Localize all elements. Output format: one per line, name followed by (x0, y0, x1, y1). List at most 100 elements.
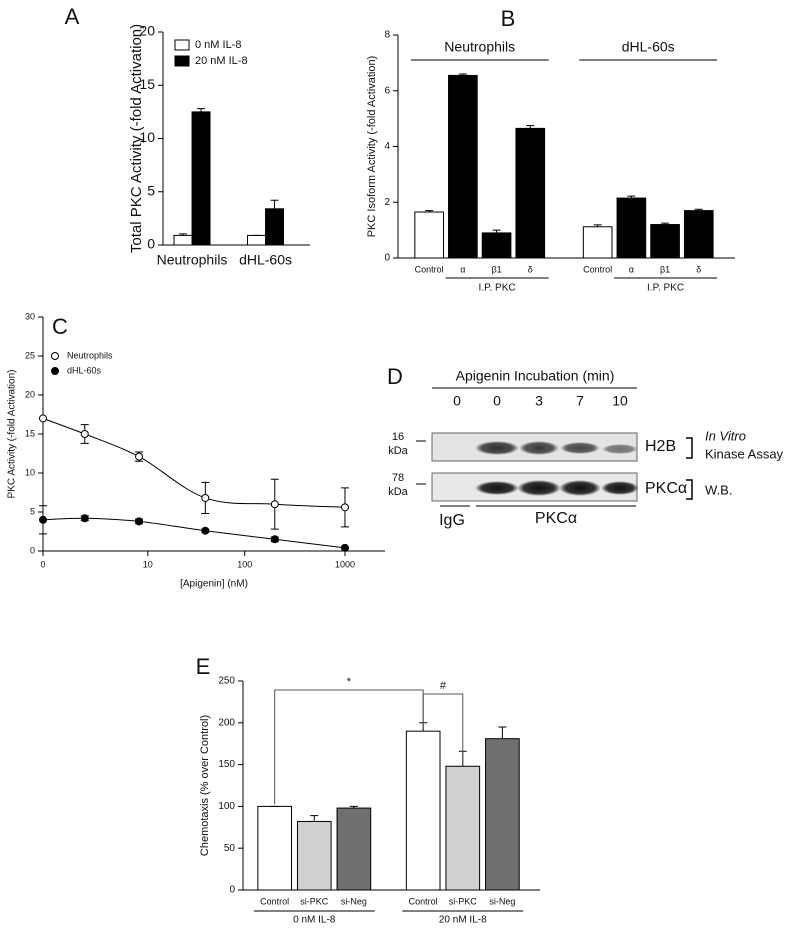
group-label: 0 nM IL-8 (293, 915, 336, 926)
bar (650, 224, 680, 259)
band-label: PKCα (645, 480, 687, 497)
error-bar (270, 199, 279, 209)
y-tick-label: 25 (25, 350, 35, 360)
x-tick-label: 100 (237, 559, 252, 569)
lane-label: 10 (612, 393, 628, 409)
bar (485, 738, 520, 891)
x-tick-label: 10 (143, 559, 153, 569)
bar (173, 234, 193, 246)
point (135, 517, 144, 526)
y-tick-label: 0 (229, 885, 235, 896)
bar (445, 765, 481, 891)
point (340, 503, 349, 512)
group-label: 20 nM IL-8 (439, 915, 487, 926)
point (270, 500, 279, 509)
x-tick-label: β1 (660, 264, 670, 274)
bar (582, 226, 613, 259)
y-tick-label: 0 (30, 545, 35, 555)
error-bar (270, 478, 279, 530)
point (80, 514, 89, 523)
bar (247, 234, 267, 246)
legend-label: 20 nM IL-8 (195, 55, 248, 67)
blot-panel: D Apigenin Incubation (min) 0 0 3 7 10 1… (387, 364, 783, 529)
x-tick-label: Control (583, 264, 612, 274)
significance-mark: # (440, 680, 447, 692)
panel-label: B (501, 6, 516, 31)
x-tick-label: dHL-60s (239, 252, 292, 268)
group-label: Neutrophils (444, 39, 515, 55)
x-tick-label: α (629, 264, 634, 274)
row-note: In Vitro (705, 428, 746, 443)
marker-size: 16 (392, 431, 404, 443)
fit-line (42, 417, 345, 508)
y-axis-label: Total PKC Activity (-fold Activation) (128, 24, 145, 253)
error-bar (458, 73, 467, 76)
legend-label: Neutrophils (67, 350, 113, 360)
error-bar (197, 108, 206, 112)
marker-unit: kDa (388, 445, 408, 457)
marker-unit: kDa (388, 486, 408, 498)
error-bar (492, 229, 501, 233)
band (519, 441, 559, 455)
y-tick-label: 200 (218, 717, 235, 728)
y-tick-label: 30 (25, 311, 35, 321)
point (39, 515, 47, 524)
band (559, 480, 601, 496)
bar (296, 820, 332, 891)
x-tick-label: α (460, 264, 465, 274)
y-tick-label: 50 (224, 843, 236, 854)
panel-label: C (52, 314, 68, 339)
group-sublabel: I.P. PKC (647, 283, 684, 294)
x-axis-label: [Apigenin] (nM) (180, 579, 248, 590)
bar (515, 127, 546, 259)
x-tick-label: Neutrophils (157, 252, 228, 268)
x-tick-label: Control (409, 896, 438, 906)
y-tick-label: 250 (218, 676, 235, 687)
error-bar (39, 505, 47, 535)
error-bar (340, 487, 349, 528)
bar (257, 805, 293, 891)
group-sublabel: I.P. PKC (479, 283, 516, 294)
bracket (686, 437, 693, 459)
group-label: dHL-60s (622, 39, 675, 55)
lane-label: 0 (453, 393, 461, 409)
band (601, 481, 639, 495)
y-tick-label: 10 (25, 467, 35, 477)
y-tick-label: 5 (147, 182, 155, 198)
bar (336, 807, 372, 891)
band (602, 444, 638, 454)
band-label: H2B (645, 438, 676, 455)
x-tick-label: si-PKC (300, 896, 329, 906)
point (201, 493, 210, 502)
bar (405, 730, 441, 891)
band (560, 442, 600, 454)
bar (481, 232, 512, 259)
point (39, 414, 47, 423)
y-tick-label: 0 (147, 236, 155, 252)
x-tick-label: si-PKC (449, 896, 478, 906)
x-tick-label: δ (528, 264, 533, 274)
point (201, 526, 210, 535)
error-bar (593, 224, 602, 227)
significance-bracket (422, 693, 464, 765)
error-bar (526, 125, 535, 129)
x-tick-label: δ (696, 264, 701, 274)
group-label: IgG (439, 512, 465, 529)
error-bar (349, 805, 358, 809)
y-tick-label: 15 (25, 428, 35, 438)
y-axis-label: Chemotaxis (% over Control) (199, 715, 211, 856)
row-note: Kinase Assay (705, 446, 784, 461)
lane-label: 7 (576, 393, 584, 409)
y-tick-label: 15 (139, 76, 155, 92)
point (340, 543, 349, 552)
error-bar (201, 481, 210, 515)
fit-line (42, 517, 346, 549)
bar (616, 197, 647, 259)
panel-label: A (65, 4, 80, 29)
legend-marker (51, 367, 59, 375)
legend-label: dHL-60s (67, 365, 102, 375)
y-tick-label: 150 (218, 759, 235, 770)
legend-swatch (174, 55, 190, 67)
panel-label: D (387, 364, 403, 389)
y-tick-label: 6 (384, 85, 390, 96)
